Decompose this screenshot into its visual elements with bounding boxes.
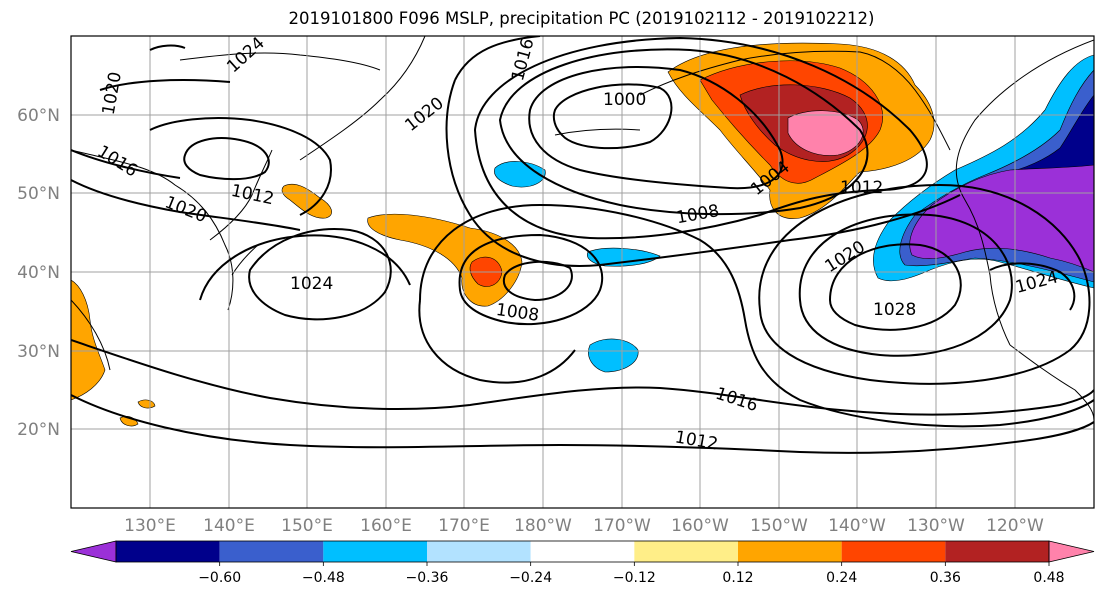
isobar-label: 1012	[840, 178, 883, 198]
colorbar-tick-label: −0.36	[406, 570, 449, 586]
colorbar-tick-label: 0.48	[1033, 570, 1064, 586]
colorbar-segment	[530, 541, 635, 562]
colorbar-tick-label: −0.60	[198, 570, 241, 586]
lon-tick-label: 160°E	[360, 516, 412, 536]
lon-tick-label: 180°W	[514, 516, 572, 536]
colorbar-tick-label: −0.48	[302, 570, 345, 586]
precip-fill-alaska-peak	[787, 110, 864, 156]
colorbar-segment	[116, 541, 220, 562]
colorbar-tick-label: 0.24	[826, 570, 857, 586]
isobar-label: 1024	[290, 274, 333, 294]
lon-tick-label: 130°W	[907, 516, 965, 536]
colorbar-segment	[219, 541, 324, 562]
colorbar-tick-label: −0.24	[509, 570, 552, 586]
colorbar-extend-high	[1048, 540, 1095, 563]
lat-tick-labels: 20°N 30°N 40°N 50°N 60°N	[17, 106, 60, 440]
lat-tick-label: 40°N	[17, 263, 60, 283]
colorbar-tick-label: −0.12	[613, 570, 656, 586]
colorbar-segment	[427, 541, 531, 562]
colorbar-segment	[323, 541, 427, 562]
lat-tick-label: 50°N	[17, 184, 60, 204]
isobars	[71, 36, 1094, 454]
lon-tick-labels: 130°E 140°E 150°E 160°E 170°E 180°W 170°…	[124, 516, 1044, 536]
map-area: 1000 1004 1008 1008 1012 1012 1012 1016 …	[71, 36, 1094, 508]
colorbar-extend-low	[70, 540, 117, 563]
colorbar: −0.60 −0.48 −0.36 −0.24 −0.12 0.12 0.24 0.36 0.4…	[70, 540, 1095, 586]
lon-tick-label: 120°W	[986, 516, 1044, 536]
precip-fill-neg-3	[588, 338, 639, 373]
colorbar-tick-label: 0.12	[722, 570, 753, 586]
precip-fill-layer	[71, 42, 1094, 427]
lon-tick-label: 150°W	[750, 516, 808, 536]
lat-tick-label: 60°N	[17, 106, 60, 126]
precip-fill-na-purple	[909, 164, 1094, 273]
precip-fill-neg-2	[587, 247, 661, 267]
map-title: 2019101800 F096 MSLP, precipitation PC (…	[288, 9, 875, 28]
precip-fill-small-2	[137, 399, 156, 409]
lon-tick-label: 140°W	[828, 516, 886, 536]
lon-tick-label: 160°W	[671, 516, 729, 536]
colorbar-segment	[841, 541, 946, 562]
lat-tick-label: 20°N	[17, 420, 60, 440]
lon-tick-label: 130°E	[124, 516, 176, 536]
colorbar-segment	[945, 541, 1049, 562]
lon-tick-label: 170°W	[593, 516, 651, 536]
colorbar-segment	[738, 541, 842, 562]
isobar-label: 1028	[873, 300, 916, 320]
lon-tick-label: 150°E	[281, 516, 333, 536]
isobar-label: 1000	[603, 90, 646, 110]
lon-tick-label: 170°E	[438, 516, 490, 536]
colorbar-outline	[115, 540, 1050, 563]
precip-fill-neg-1	[494, 161, 546, 188]
gridlines	[71, 36, 1094, 508]
map-frame	[70, 35, 1095, 509]
lon-tick-label: 140°E	[203, 516, 255, 536]
lat-tick-label: 30°N	[17, 342, 60, 362]
colorbar-segment	[634, 541, 738, 562]
colorbar-tick-label: 0.36	[930, 570, 961, 586]
